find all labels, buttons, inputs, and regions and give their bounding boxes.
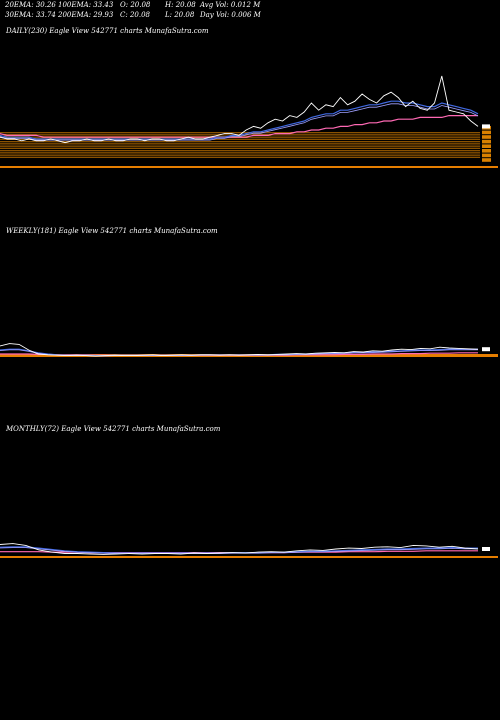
ema30-readout: 30EMA: 33.74 [5,11,56,19]
high-readout: H: 20.08 [165,1,196,9]
daily-volume-band [0,166,498,168]
monthly-panel-title: MONTHLY(72) Eagle View 542771 charts Mun… [6,425,221,433]
daily-price-tag [482,158,491,162]
daily-price-tag [482,144,491,148]
daily-price-tag [482,135,491,139]
monthly-volume-band [0,556,498,558]
daily-ema-slow-line [0,114,478,138]
daily-price-tag [482,149,491,153]
daily-last-price-tag [482,124,490,129]
avg-vol-readout: Avg Vol: 0.012 M [200,1,261,9]
daily-panel-title: DAILY(230) Eagle View 542771 charts Muna… [6,27,209,35]
daily-ema-fast-line [0,100,479,140]
monthly-price-line [0,543,479,555]
weekly-last-price-tag [482,347,490,352]
monthly-last-price-tag [482,547,490,551]
daily-price-line [0,75,479,144]
daily-ema-mid-line [0,103,479,141]
close-readout: C: 20.08 [120,11,150,19]
daily-price-tag [482,139,491,144]
daily-price-tag [482,130,491,135]
weekly-price-line [0,343,479,357]
ema20-readout: 20EMA: 30.26 [5,1,56,9]
ema100-readout: 100EMA: 33.43 [58,1,114,9]
day-vol-readout: Day Vol: 0.006 M [200,11,261,19]
low-readout: L: 20.08 [165,11,195,19]
weekly-panel-title: WEEKLY(181) Eagle View 542771 charts Mun… [6,227,218,235]
open-readout: O: 20.08 [120,1,151,9]
ema200-readout: 200EMA: 29.93 [58,11,114,19]
daily-price-tag [482,153,491,158]
